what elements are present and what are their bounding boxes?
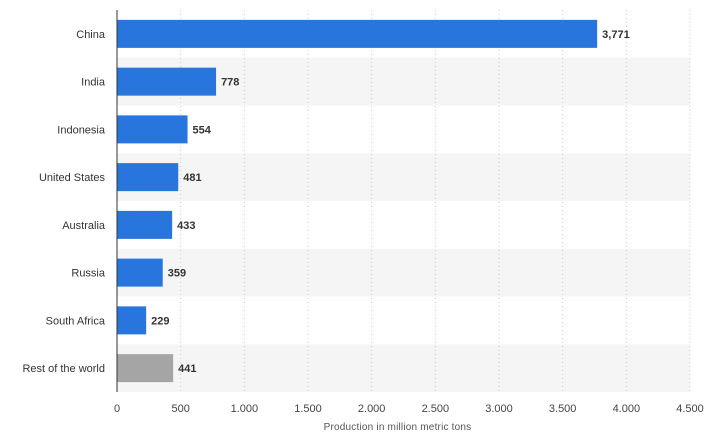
value-label-indonesia: 554 — [193, 124, 212, 136]
x-tick-label-0: 0 — [114, 403, 120, 415]
row-band-united-states — [117, 153, 690, 201]
value-label-south-africa: 229 — [151, 315, 169, 327]
x-tick-label-500: 500 — [171, 403, 189, 415]
x-tick-label-4000: 4.000 — [613, 403, 641, 415]
bar-rest-of-the-world[interactable] — [117, 354, 174, 383]
value-label-india: 778 — [221, 77, 239, 89]
x-tick-label-3000: 3.000 — [485, 403, 513, 415]
x-tick-label-3500: 3.500 — [549, 403, 577, 415]
x-tick-label-4500: 4.500 — [676, 403, 704, 415]
category-label-united-states: United States — [39, 172, 106, 184]
category-label-south-africa: South Africa — [46, 315, 106, 327]
x-tick-label-2500: 2.500 — [422, 403, 450, 415]
value-labels: 3,771 778 554 481 433 359 229 441 — [151, 29, 630, 375]
bar-china[interactable] — [117, 19, 598, 48]
category-labels: China India Indonesia United States Australi… — [22, 29, 105, 375]
category-label-indonesia: Indonesia — [57, 124, 106, 136]
category-label-china: China — [76, 29, 106, 41]
value-label-russia: 359 — [168, 268, 186, 280]
value-label-rest-of-the-world: 441 — [178, 363, 196, 375]
bars — [117, 19, 598, 383]
bar-india[interactable] — [117, 67, 217, 96]
bar-indonesia[interactable] — [117, 115, 188, 144]
x-tick-label-1500: 1.500 — [294, 403, 322, 415]
row-band-rest-of-the-world — [117, 344, 690, 392]
value-label-australia: 433 — [177, 220, 195, 232]
x-tick-label-1000: 1.000 — [231, 403, 259, 415]
bar-south-africa[interactable] — [117, 306, 147, 335]
row-band-russia — [117, 248, 690, 297]
row-bands — [117, 57, 690, 392]
category-label-australia: Australia — [62, 220, 106, 232]
category-label-russia: Russia — [71, 268, 106, 280]
bar-united-states[interactable] — [117, 163, 179, 192]
value-label-china: 3,771 — [602, 29, 630, 41]
category-label-india: India — [81, 77, 106, 89]
x-tick-labels: 0 500 1.000 1.500 2.000 2.500 3.000 3.500 4.000 4… — [114, 403, 704, 415]
value-label-united-states: 481 — [183, 172, 201, 184]
x-axis-title: Production in million metric tons — [324, 422, 472, 433]
x-tick-label-2000: 2.000 — [358, 403, 386, 415]
bar-russia[interactable] — [117, 258, 163, 287]
category-label-rest-of-the-world: Rest of the world — [22, 363, 105, 375]
bar-australia[interactable] — [117, 210, 173, 239]
